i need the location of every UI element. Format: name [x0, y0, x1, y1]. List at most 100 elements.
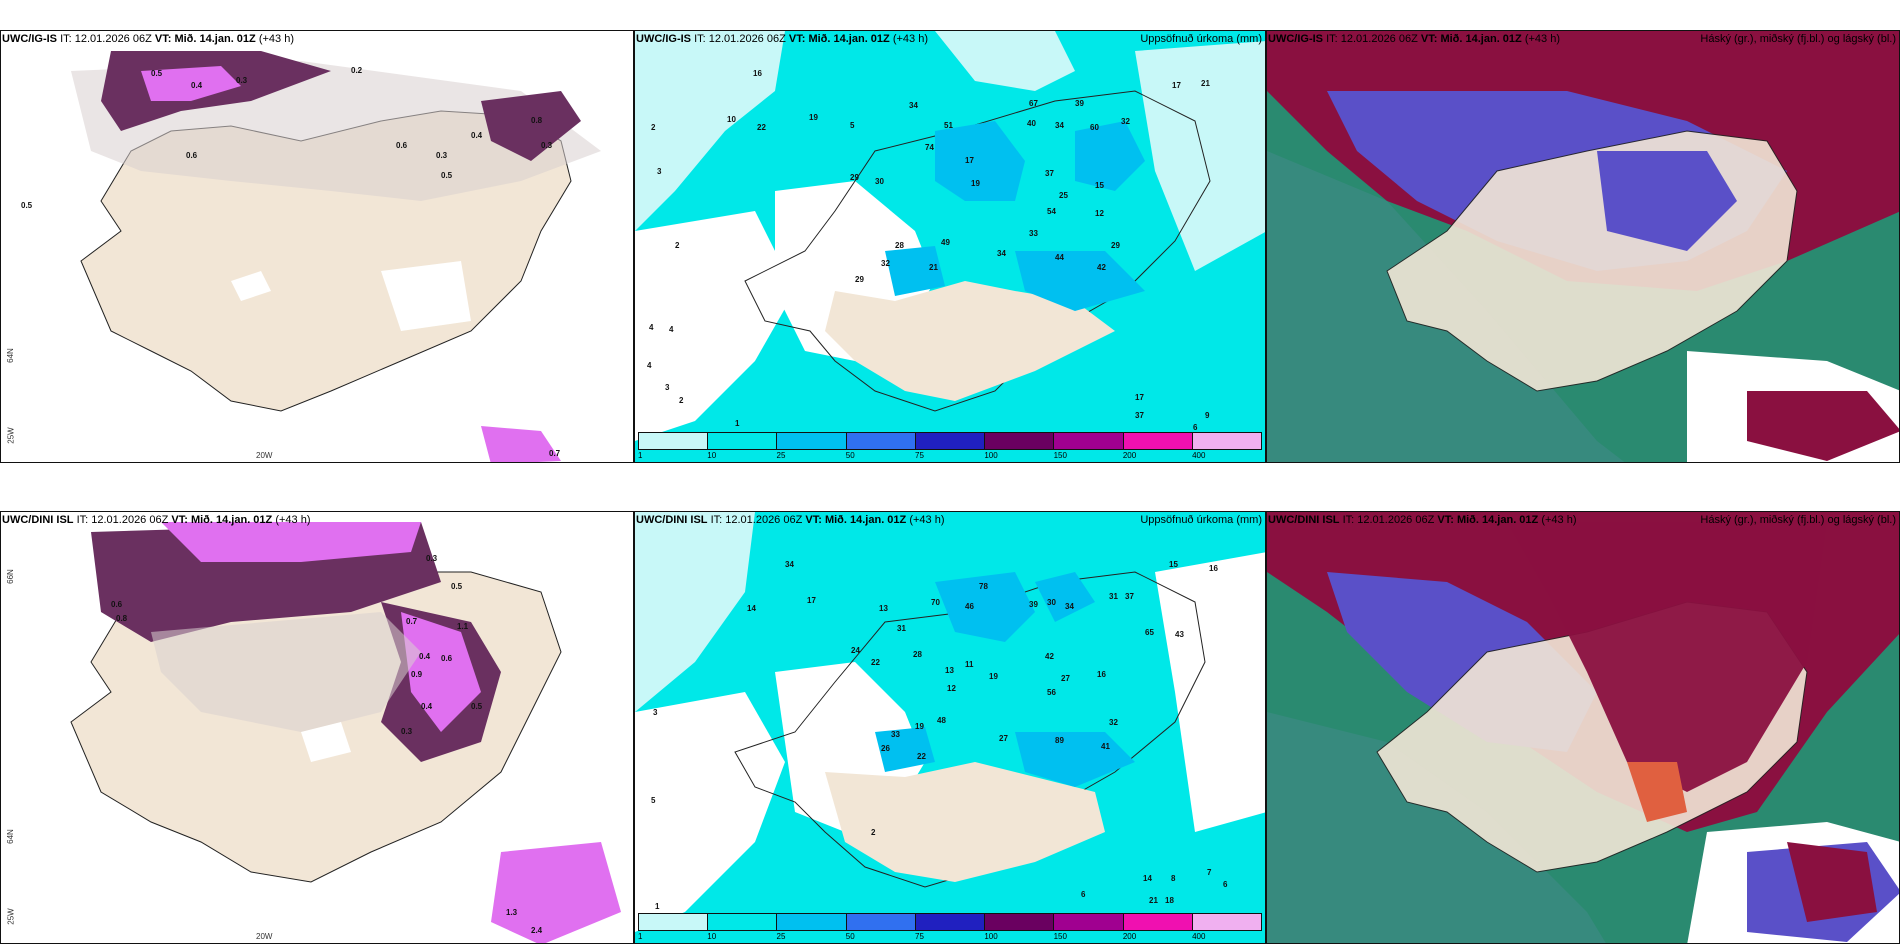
colorbar	[638, 432, 1262, 450]
vt-label: VT:	[805, 514, 822, 526]
precip-value: 34	[785, 560, 794, 569]
cbar-cell	[1123, 914, 1193, 930]
model-name: UWC/DINI ISL	[2, 514, 74, 526]
cbar-tick: 50	[845, 451, 855, 460]
init-time: 12.01.2026 06Z	[708, 33, 786, 45]
precip-value: 17	[807, 596, 816, 605]
it-label: IT:	[694, 33, 706, 45]
init-time: 12.01.2026 06Z	[1340, 33, 1418, 45]
wind-value: 0.6	[396, 141, 408, 150]
wind-value: 0.5	[441, 171, 453, 180]
precip-value: 29	[850, 173, 859, 182]
precip-value: 15	[1095, 181, 1104, 190]
precip-value: 44	[1055, 253, 1064, 262]
hatch-region	[151, 612, 421, 732]
colorbar	[638, 913, 1262, 931]
precip-value: 6	[1081, 890, 1086, 899]
cbar-cell	[777, 433, 847, 449]
precip-value: 9	[1205, 411, 1210, 420]
panel-title: Uppsöfnuð úrkoma (mm)	[1140, 33, 1262, 45]
wind-value: 0.8	[531, 116, 543, 125]
lon-label-25w: 25W	[6, 427, 16, 444]
precip-value: 48	[937, 716, 946, 725]
cbar-tick: 25	[776, 932, 786, 941]
it-label: IT:	[1326, 33, 1338, 45]
precip-value: 21	[1201, 79, 1210, 88]
precip-value: 32	[1109, 718, 1118, 727]
cbar-tick: 200	[1122, 932, 1137, 941]
lead-time: (+43 h)	[892, 33, 928, 45]
precip-value: 74	[925, 143, 934, 152]
precip-value: 16	[1097, 670, 1106, 679]
wind-value: 0.7	[406, 617, 418, 626]
precip-value: 3	[657, 167, 662, 176]
precip-value: 14	[1143, 874, 1152, 883]
cbar-cell	[915, 914, 986, 930]
precip-value: 6	[1193, 423, 1198, 432]
precip-value: 1	[655, 902, 660, 911]
precip-magenta-north	[161, 522, 421, 562]
precip-value: 19	[809, 113, 818, 122]
wind-value: 0.3	[541, 141, 553, 150]
cbar-tick: 150	[1053, 451, 1067, 460]
precip-value: 18	[1165, 896, 1174, 905]
precip-value: 12	[1095, 209, 1104, 218]
precip-value: 22	[757, 123, 766, 132]
wind-value: 0.3	[401, 727, 413, 736]
precip-value: 12	[947, 684, 956, 693]
cbar-cell	[846, 433, 916, 449]
vt-label: VT:	[1437, 514, 1454, 526]
precip-value: 2	[871, 828, 876, 837]
precip-value: 28	[913, 650, 922, 659]
init-time: 12.01.2026 06Z	[91, 514, 169, 526]
precip-value: 32	[1121, 117, 1130, 126]
precip-value: 10	[727, 115, 736, 124]
precip-value: 41	[1101, 742, 1110, 751]
precip-value: 17	[1172, 81, 1181, 90]
precip-value: 51	[944, 121, 953, 130]
precip-value: 40	[1027, 119, 1036, 128]
model-name: UWC/DINI ISL	[636, 514, 708, 526]
lon-label: 20W	[256, 932, 273, 941]
wind-cloud-map-bottom-drawing	[1, 512, 633, 943]
panel-title: Háský (gr.), miðský (fj.bl.) og lágský (…	[1700, 514, 1896, 526]
cbar-cell	[639, 914, 709, 930]
precip-value: 17	[1135, 393, 1144, 402]
cbar-cell	[1123, 433, 1193, 449]
precip-value: 13	[945, 666, 954, 675]
wind-cloud-map-top-drawing	[1, 31, 633, 462]
lon-label: 20W	[256, 451, 273, 460]
wind-value: 0.5	[451, 582, 463, 591]
precip-value: 22	[871, 658, 880, 667]
wind-value: 0.5	[151, 69, 163, 78]
precip-value: 14	[747, 604, 756, 613]
wind-value: 0.6	[441, 654, 453, 663]
precip-value: 37	[1045, 169, 1054, 178]
cbar-cell	[708, 914, 778, 930]
panel-title: Háský (gr.), miðský (fj.bl.) og lágský (…	[1700, 33, 1896, 45]
precip-value: 22	[917, 752, 926, 761]
init-time: 12.01.2026 06Z	[725, 514, 803, 526]
lon-label-25w: 25W	[6, 908, 16, 925]
precip-map-top: 16 19 22 10 34 67 51 74 40 34 39 60 32 2…	[634, 30, 1266, 463]
precip-value: 34	[1065, 602, 1074, 611]
precip-value: 43	[1175, 630, 1184, 639]
precip-value: 4	[649, 323, 654, 332]
header-p1: UWC/IG-IS IT: 12.01.2026 06Z VT: Mið. 14…	[0, 30, 634, 48]
cbar-cell	[846, 914, 916, 930]
model-name: UWC/IG-IS	[2, 33, 57, 45]
precip-value: 78	[979, 582, 988, 591]
cbar-tick: 100	[984, 451, 998, 460]
vt-label: VT:	[171, 514, 188, 526]
cbar-cell	[985, 433, 1055, 449]
cbar-tick: 75	[915, 932, 924, 941]
precip-value: 39	[1075, 99, 1084, 108]
cloud-map-bottom	[1266, 511, 1900, 944]
cbar-cell	[777, 914, 847, 930]
precip-value: 31	[897, 624, 906, 633]
precip-value: 15	[1169, 560, 1178, 569]
vt-label: VT:	[1420, 33, 1438, 45]
precip-value: 3	[653, 708, 658, 717]
header-p6: UWC/DINI ISL IT: 12.01.2026 06Z VT: Mið.…	[1266, 511, 1900, 529]
precip-value: 29	[855, 275, 864, 284]
